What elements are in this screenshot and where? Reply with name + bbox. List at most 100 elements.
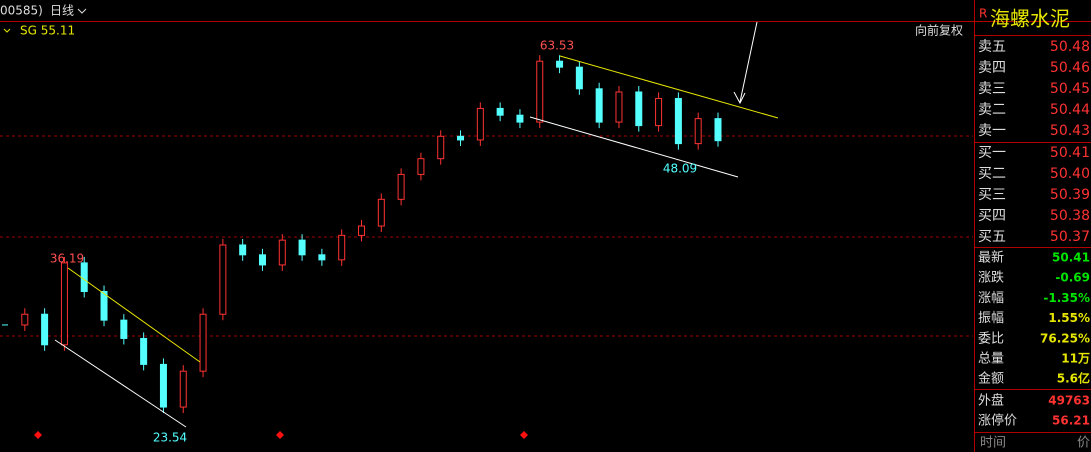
- candle-body: [575, 66, 583, 90]
- candle-body: [140, 337, 148, 365]
- candle-body: [41, 313, 49, 346]
- candle-body: [397, 173, 405, 200]
- stat-label: 金额: [978, 371, 1004, 387]
- candle-body: [615, 91, 623, 123]
- candle-body: [239, 244, 247, 256]
- stat-value: -1.35%: [1043, 291, 1090, 305]
- candle-body: [457, 135, 465, 141]
- signal-markers: [34, 431, 528, 439]
- footer-label: 价: [1077, 436, 1090, 451]
- candle-body: [417, 158, 425, 175]
- candle-body: [120, 319, 128, 339]
- candle-body: [655, 97, 663, 127]
- candle-body: [60, 262, 68, 346]
- order-price: 50.41: [1050, 145, 1090, 161]
- indicator-toggle[interactable]: [3, 28, 11, 33]
- extreme-label: 48.09: [663, 161, 697, 175]
- period-selector[interactable]: 日线: [50, 4, 74, 18]
- stat-label: 振幅: [978, 311, 1004, 326]
- signal: [34, 431, 42, 439]
- stat-value: -0.69: [1055, 271, 1090, 285]
- channel-lines: [54, 21, 758, 428]
- channel-line: [54, 339, 187, 428]
- stat-label: 涨幅: [978, 291, 1004, 306]
- order-price: 50.46: [1050, 60, 1090, 76]
- candle-body: [536, 60, 544, 123]
- stat-value: 5.6亿: [1057, 371, 1090, 386]
- order-price: 50.39: [1050, 187, 1090, 203]
- order-label: 买一: [978, 145, 1006, 161]
- trade-value: 49763: [1048, 394, 1090, 408]
- candle-body: [476, 107, 484, 141]
- order-price: 50.43: [1050, 123, 1090, 139]
- order-label: 卖三: [978, 81, 1006, 97]
- stat-value: 1.55%: [1048, 311, 1090, 325]
- trend-lines: [67, 55, 779, 363]
- footer-label: 时间: [980, 436, 1006, 451]
- flag: R: [979, 7, 987, 21]
- order-price: 50.40: [1050, 166, 1090, 182]
- stock-code: 00585): [0, 4, 43, 18]
- candle-body: [496, 107, 504, 116]
- quote-panel: 卖五 50.48 卖四 50.46 卖三 50.45 卖二 50.44 卖一 50.43 买一 50.…: [975, 35, 1091, 451]
- order-label: 卖五: [978, 39, 1006, 55]
- stat-label: 委比: [978, 331, 1004, 346]
- candle-body: [635, 91, 643, 127]
- candle-body: [674, 97, 682, 145]
- extreme-label: 23.54: [153, 430, 187, 444]
- order-price: 50.38: [1050, 208, 1090, 224]
- candle-body: [595, 88, 603, 123]
- order-label: 买五: [978, 229, 1006, 245]
- candle-body: [258, 254, 266, 266]
- candle-body: [714, 118, 722, 142]
- order-label: 买二: [978, 166, 1006, 182]
- signal: [276, 431, 284, 439]
- stat-value: 50.41: [1052, 251, 1090, 265]
- channel-line: [529, 116, 739, 178]
- order-label: 卖四: [978, 60, 1006, 76]
- indicator-value: SG 55.11: [20, 24, 75, 38]
- candle-body: [21, 313, 29, 326]
- arrow-shaft: [739, 21, 758, 103]
- adjust-mode[interactable]: 向前复权: [915, 23, 963, 38]
- order-label: 买四: [978, 208, 1006, 224]
- candle-body: [100, 291, 108, 321]
- order-price: 50.45: [1050, 81, 1090, 97]
- price-series: [2, 55, 722, 414]
- price-levels: [0, 135, 973, 337]
- candle-body: [358, 225, 365, 236]
- candle-body: [80, 262, 88, 293]
- trend-line: [67, 267, 201, 363]
- candle-body: [219, 244, 227, 315]
- order-label: 买三: [978, 187, 1006, 203]
- trend-line: [559, 55, 779, 119]
- candle-body: [159, 363, 167, 408]
- candle-body: [298, 239, 306, 256]
- candle-body: [377, 198, 385, 227]
- candle-body: [556, 60, 564, 68]
- stat-value: 11万: [1061, 352, 1090, 366]
- extreme-label: 36.19: [50, 251, 84, 265]
- candle-body: [179, 370, 187, 408]
- candle-body: [318, 254, 326, 261]
- stat-label: 总量: [978, 352, 1004, 367]
- candle-body: [199, 313, 207, 372]
- extreme-label: 63.53: [540, 39, 574, 53]
- trade-label: 涨停价: [978, 413, 1017, 429]
- arrow-head: [733, 91, 746, 105]
- candle-body: [278, 239, 286, 266]
- order-label: 卖一: [978, 123, 1006, 139]
- candle-body: [437, 135, 445, 160]
- order-price: 50.44: [1050, 102, 1090, 118]
- candle-body: [338, 234, 346, 261]
- candle-body: [516, 114, 524, 123]
- candle-body: [694, 118, 702, 145]
- dropdown-icon[interactable]: [77, 8, 87, 14]
- stat-label: 涨跌: [978, 270, 1004, 286]
- signal: [520, 431, 528, 439]
- order-label: 卖二: [978, 102, 1006, 118]
- order-price: 50.48: [1050, 39, 1090, 55]
- order-price: 50.37: [1050, 229, 1090, 245]
